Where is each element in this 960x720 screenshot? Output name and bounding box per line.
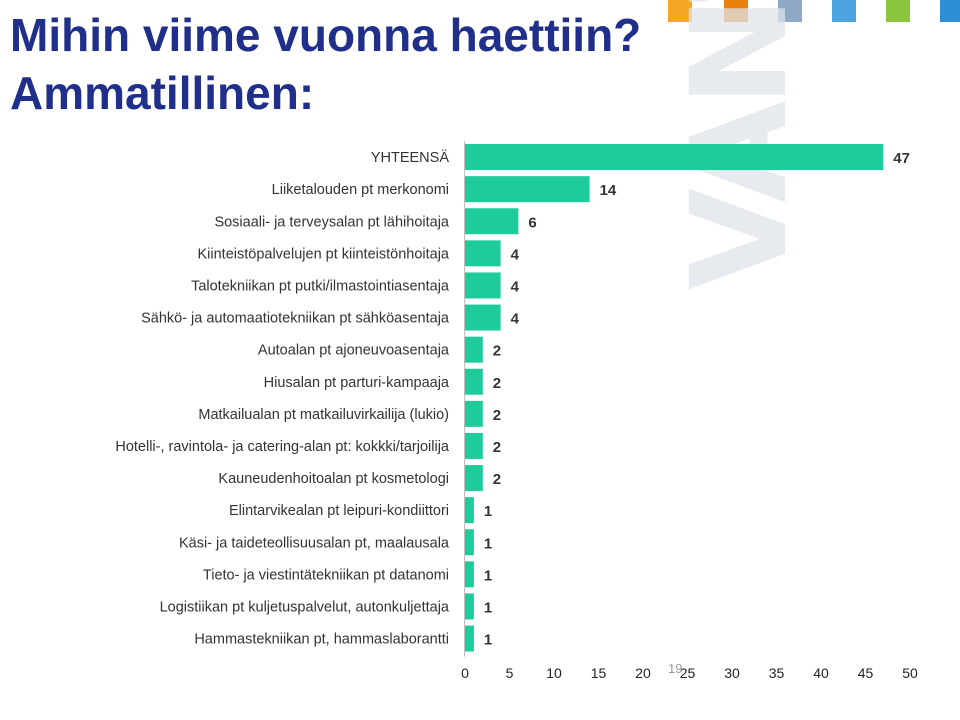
category-label: Tieto- ja viestintätekniikan pt datanomi <box>203 567 449 583</box>
x-tick-label: 5 <box>506 665 514 681</box>
data-label: 1 <box>484 567 492 584</box>
swatch-5 <box>886 0 910 22</box>
category-label: Autoalan pt ajoneuvoasentaja <box>258 343 450 359</box>
swatch-3 <box>778 0 802 22</box>
data-label: 1 <box>484 535 492 552</box>
x-tick-label: 40 <box>813 665 829 681</box>
data-label: 4 <box>511 246 520 263</box>
category-label: Kiinteistöpalvelujen pt kiinteistönhoita… <box>198 246 450 262</box>
bar <box>465 144 884 171</box>
swatch-1 <box>668 0 692 22</box>
data-label: 6 <box>528 214 536 231</box>
bar <box>465 336 483 363</box>
data-label: 2 <box>493 439 501 456</box>
x-tick-label: 45 <box>858 665 874 681</box>
x-tick-label: 20 <box>635 665 651 681</box>
data-label: 1 <box>484 503 492 520</box>
x-tick-label: 30 <box>724 665 740 681</box>
category-label: Liiketalouden pt merkonomi <box>272 182 449 198</box>
x-tick-label: 50 <box>902 665 918 681</box>
data-label: 2 <box>493 407 501 424</box>
x-tick-label: 10 <box>546 665 562 681</box>
bar <box>465 272 501 299</box>
category-label: Hotelli-, ravintola- ja catering-alan pt… <box>115 439 450 455</box>
swatch-6 <box>940 0 960 22</box>
title-line-2: Ammatillinen: <box>10 67 315 119</box>
bar <box>465 432 483 459</box>
bar <box>465 561 474 588</box>
category-label: Sosiaali- ja terveysalan pt lähihoitaja <box>214 214 449 230</box>
category-label: Kauneudenhoitoalan pt kosmetologi <box>218 471 449 487</box>
bar <box>465 529 474 556</box>
category-label: Logistiikan pt kuljetuspalvelut, autonku… <box>160 599 450 615</box>
category-label: YHTEENSÄ <box>371 149 449 166</box>
data-label: 2 <box>493 471 501 488</box>
bar <box>465 368 483 395</box>
title-line-1: Mihin viime vuonna haettiin? <box>10 9 642 61</box>
data-label: 4 <box>511 311 520 328</box>
bar <box>465 400 483 427</box>
data-label: 2 <box>493 375 501 392</box>
category-label: Hiusalan pt parturi-kampaaja <box>264 375 450 391</box>
x-tick-label: 25 <box>680 665 696 681</box>
data-label: 1 <box>484 632 492 649</box>
swatch-4 <box>832 0 856 22</box>
page-title: Mihin viime vuonna haettiin? Ammatilline… <box>10 6 641 122</box>
bar <box>465 304 501 331</box>
x-tick-label: 15 <box>591 665 607 681</box>
data-label: 4 <box>511 278 520 295</box>
category-label: Hammastekniikan pt, hammaslaborantti <box>194 632 449 648</box>
category-label: Matkailualan pt matkailuvirkailija (luki… <box>198 407 449 423</box>
data-label: 1 <box>484 599 492 616</box>
data-label: 47 <box>893 150 910 167</box>
x-tick-label: 0 <box>461 665 469 681</box>
bar <box>465 593 474 620</box>
category-label: Talotekniikan pt putki/ilmastointiasenta… <box>191 278 450 294</box>
category-label: Sähkö- ja automaatiotekniikan pt sähköas… <box>141 311 450 327</box>
page-number: 19 <box>668 661 683 676</box>
x-tick-label: 35 <box>769 665 785 681</box>
bar <box>465 240 501 267</box>
data-label: 2 <box>493 343 501 360</box>
bar <box>465 625 474 652</box>
category-label: Elintarvikealan pt leipuri-kondiittori <box>229 503 449 519</box>
bar <box>465 176 590 203</box>
data-label: 14 <box>600 182 617 199</box>
swatch-2 <box>724 0 748 22</box>
bar <box>465 497 474 524</box>
bar <box>465 208 519 235</box>
bar <box>465 465 483 492</box>
category-label: Käsi- ja taideteollisuusalan pt, maalaus… <box>179 535 450 551</box>
